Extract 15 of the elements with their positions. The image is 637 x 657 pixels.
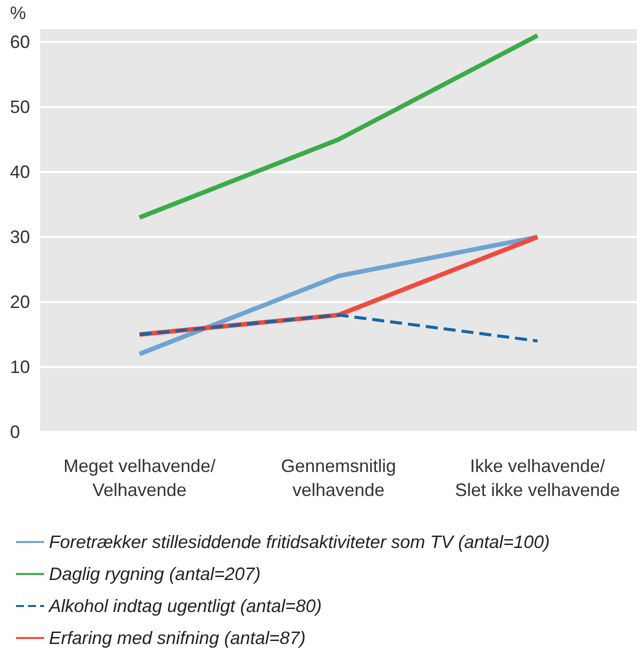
x-tick-label: Meget velhavende/ Velhavende — [63, 456, 216, 500]
x-tick-label: Ikke velhavende/ Slet ikke velhavende — [454, 456, 620, 500]
y-tick-label: 0 — [10, 422, 20, 442]
legend-label: Foretrækker stillesiddende fritidsaktiviteter som TV (antal=100) — [49, 532, 550, 552]
y-tick-label: 10 — [10, 357, 30, 377]
y-tick-label: 40 — [10, 162, 30, 182]
legend-label: Erfaring med snifning (antal=87) — [49, 628, 306, 648]
y-tick-label: 30 — [10, 227, 30, 247]
y-axis-title: % — [10, 3, 26, 23]
y-tick-label: 60 — [10, 32, 30, 52]
y-tick-label: 20 — [10, 292, 30, 312]
legend-label: Daglig rygning (antal=207) — [49, 564, 261, 584]
x-tick-label: Gennemsnitlig velhavende — [280, 456, 396, 500]
y-tick-label: 50 — [10, 97, 30, 117]
legend-label: Alkohol indtag ugentligt (antal=80) — [48, 596, 322, 616]
